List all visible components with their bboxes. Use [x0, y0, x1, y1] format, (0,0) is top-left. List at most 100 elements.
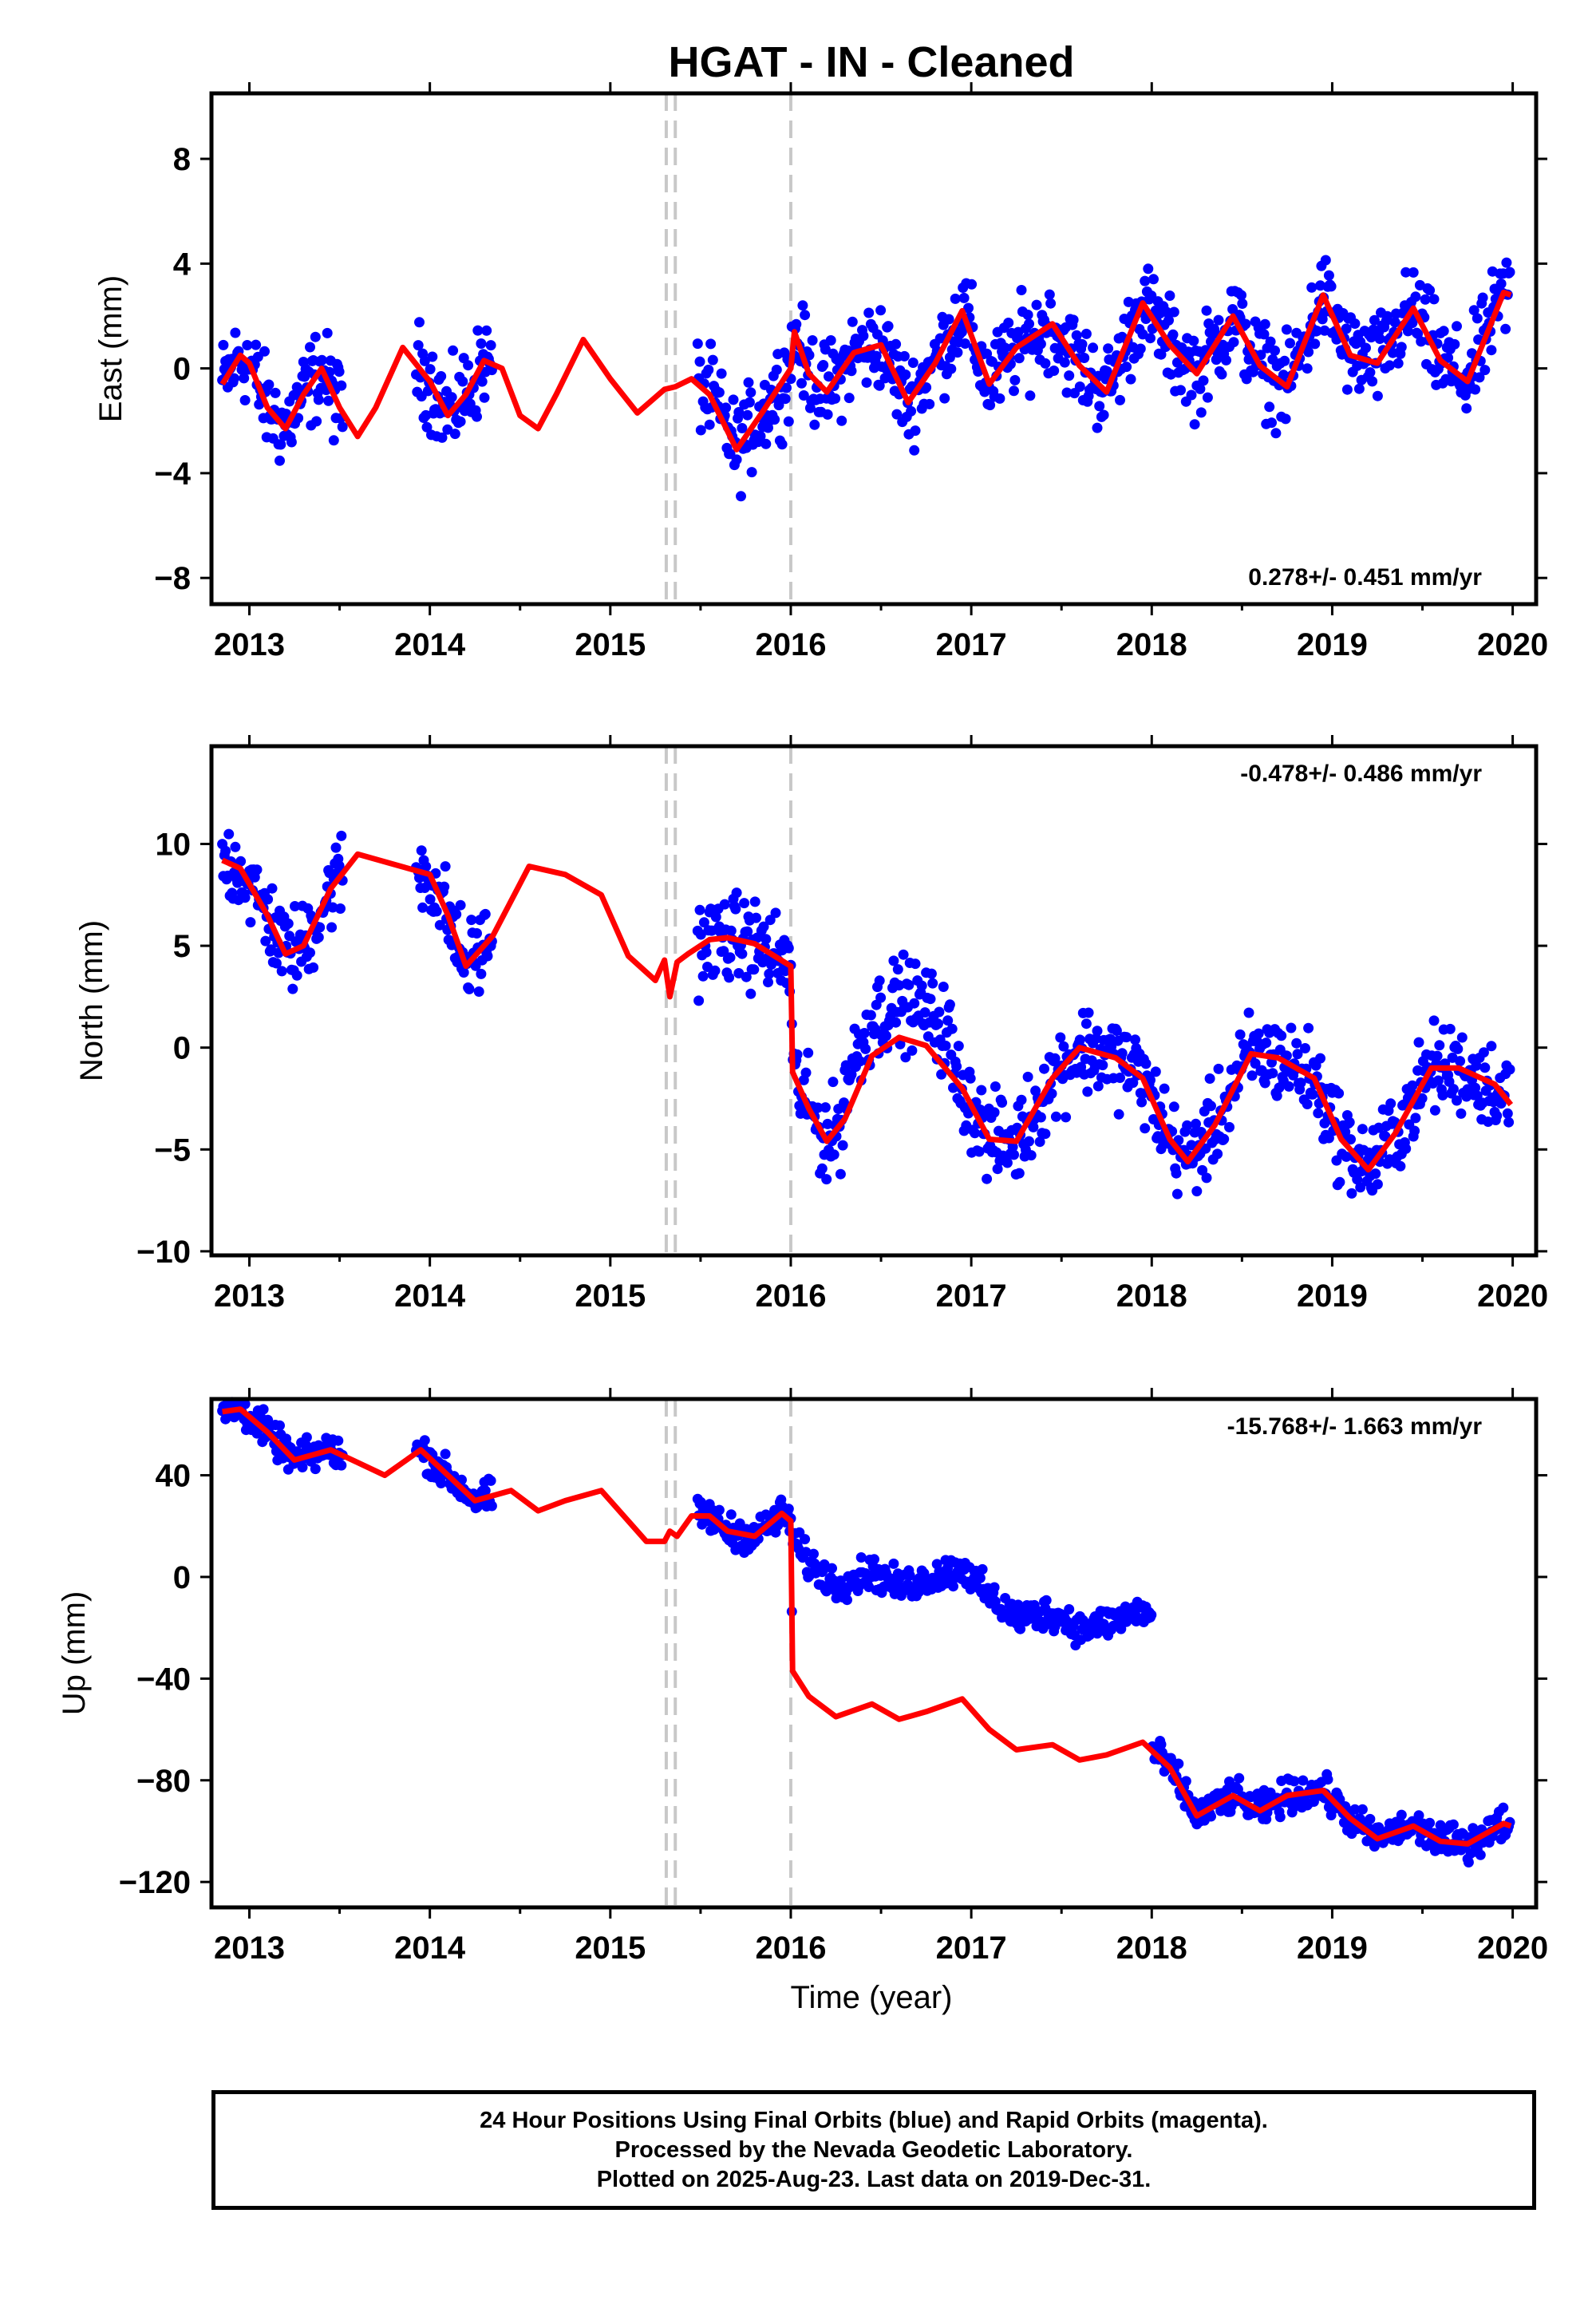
data-point	[1182, 1120, 1193, 1131]
data-point	[1140, 275, 1151, 287]
data-point	[414, 317, 425, 328]
data-point	[1219, 1133, 1230, 1144]
data-point	[1253, 1028, 1264, 1039]
data-point	[883, 321, 894, 332]
data-point	[1180, 1776, 1191, 1787]
data-point	[1079, 353, 1090, 363]
data-point	[1055, 1032, 1066, 1043]
data-point	[425, 364, 436, 375]
data-point	[737, 423, 748, 433]
data-point	[875, 305, 887, 316]
data-point	[694, 356, 705, 367]
data-point	[822, 409, 833, 420]
data-point	[458, 967, 469, 978]
data-point	[763, 977, 773, 988]
data-point	[330, 842, 342, 853]
data-point	[1045, 298, 1057, 309]
data-point	[1302, 1099, 1313, 1109]
data-point	[891, 409, 903, 420]
data-point	[909, 445, 920, 456]
data-point	[1130, 1034, 1140, 1045]
data-point	[1444, 1023, 1456, 1034]
data-point	[1289, 1776, 1300, 1787]
up-data-points	[217, 1397, 1515, 1867]
data-point	[1125, 373, 1136, 385]
data-point	[837, 1140, 848, 1151]
data-point	[333, 1435, 344, 1446]
data-point	[719, 899, 730, 910]
x-tick-label: 2016	[755, 1931, 826, 1966]
data-point	[1410, 291, 1421, 302]
data-point	[1028, 1121, 1039, 1132]
data-point	[425, 894, 436, 905]
data-point	[1016, 1094, 1027, 1105]
data-point	[1007, 1141, 1018, 1152]
east-data-points	[217, 255, 1515, 502]
data-point	[808, 1548, 819, 1559]
data-point	[1432, 1050, 1443, 1061]
data-point	[997, 1097, 1008, 1108]
data-point	[1310, 338, 1321, 350]
data-point	[1189, 419, 1200, 430]
data-point	[913, 1587, 924, 1598]
data-point	[958, 292, 970, 303]
data-point	[1393, 358, 1404, 369]
data-point	[1365, 1813, 1376, 1824]
data-point	[1064, 1604, 1075, 1614]
data-point	[737, 948, 748, 959]
data-point	[942, 1015, 954, 1026]
data-point	[963, 302, 974, 314]
east-panel: 2013 2014 2015 2016 2017 2018 2019 2020 −8 −4 0 4 8 E…	[93, 82, 1548, 662]
data-point	[1058, 1041, 1069, 1052]
data-point	[1156, 349, 1167, 360]
data-point	[1270, 345, 1280, 356]
data-point	[1317, 314, 1328, 325]
data-point	[1407, 1080, 1418, 1091]
x-tick-label: 2013	[214, 627, 285, 662]
data-point	[1088, 342, 1099, 354]
data-point	[239, 395, 251, 405]
data-point	[701, 947, 712, 958]
data-point	[904, 1570, 915, 1581]
data-point	[1092, 422, 1103, 433]
data-point	[1504, 267, 1515, 278]
data-point	[758, 921, 769, 932]
footer-caption-box: 24 Hour Positions Using Final Orbits (bl…	[211, 2090, 1536, 2210]
data-point	[990, 1081, 1001, 1092]
data-point	[1071, 330, 1082, 341]
data-point	[1188, 335, 1199, 346]
data-point	[1470, 1082, 1481, 1093]
data-point	[1443, 352, 1454, 363]
data-point	[1212, 1148, 1223, 1160]
data-point	[455, 899, 466, 911]
data-point	[875, 992, 887, 1003]
data-point	[1479, 1062, 1491, 1073]
data-point	[828, 1077, 839, 1088]
data-point	[725, 952, 736, 963]
data-point	[437, 432, 448, 443]
data-point	[739, 898, 750, 909]
data-point	[1264, 401, 1275, 413]
data-point	[1344, 1117, 1355, 1128]
data-point	[1424, 1817, 1436, 1828]
data-point	[251, 339, 262, 350]
data-point	[1463, 1857, 1474, 1867]
data-point	[1025, 1150, 1037, 1161]
data-point	[1061, 1112, 1072, 1123]
data-point	[692, 338, 703, 350]
data-point	[1186, 389, 1197, 401]
data-point	[1243, 1007, 1254, 1018]
data-point	[796, 377, 807, 389]
data-point	[239, 892, 251, 903]
data-point	[1171, 1168, 1182, 1179]
data-point	[1135, 343, 1146, 354]
data-point	[1267, 1068, 1278, 1079]
data-point	[1044, 289, 1055, 300]
data-point	[977, 1563, 988, 1575]
data-point	[242, 340, 253, 350]
data-point	[1302, 363, 1313, 374]
data-point	[328, 435, 339, 446]
data-point	[1049, 1621, 1061, 1632]
data-point	[713, 387, 725, 398]
y-tick-label: 0	[173, 1560, 191, 1595]
